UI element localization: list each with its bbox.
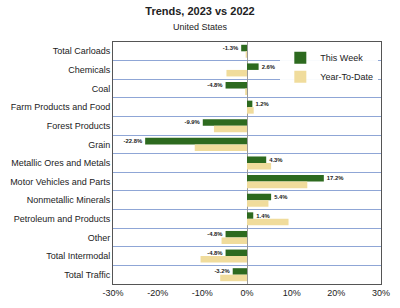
svg-text:Coal: Coal	[92, 84, 111, 94]
svg-text:-30%: -30%	[102, 288, 123, 298]
svg-text:Total Intermodal: Total Intermodal	[46, 251, 110, 261]
svg-text:0%: 0%	[240, 288, 253, 298]
svg-text:-1.3%: -1.3%	[223, 45, 239, 51]
svg-text:This Week: This Week	[320, 53, 363, 63]
svg-text:Other: Other	[88, 233, 111, 243]
svg-text:4.3%: 4.3%	[269, 157, 283, 163]
svg-text:17.2%: 17.2%	[327, 175, 344, 181]
svg-text:1.4%: 1.4%	[256, 213, 270, 219]
svg-text:-20%: -20%	[147, 288, 168, 298]
svg-text:-10%: -10%	[192, 288, 213, 298]
svg-text:-4.8%: -4.8%	[207, 231, 223, 237]
svg-text:1.2%: 1.2%	[255, 101, 269, 107]
svg-text:5.4%: 5.4%	[274, 194, 288, 200]
svg-text:-4.8%: -4.8%	[207, 250, 223, 256]
svg-text:Trends, 2023 vs 2022United Sta: Trends, 2023 vs 2022United States	[145, 5, 254, 31]
svg-text:Nonmetallic Minerals: Nonmetallic Minerals	[27, 195, 111, 205]
svg-text:20%: 20%	[327, 288, 345, 298]
svg-text:Total Carloads: Total Carloads	[53, 46, 111, 56]
svg-text:2.6%: 2.6%	[262, 64, 276, 70]
svg-text:Farm Products and Food: Farm Products and Food	[11, 102, 111, 112]
svg-text:30%: 30%	[372, 288, 390, 298]
svg-text:Chemicals: Chemicals	[68, 65, 111, 75]
svg-text:-9.9%: -9.9%	[184, 119, 200, 125]
svg-text:Forest Products: Forest Products	[47, 121, 111, 131]
svg-text:-22.8%: -22.8%	[124, 138, 143, 144]
svg-text:-3.2%: -3.2%	[214, 268, 230, 274]
svg-text:Year-To-Date: Year-To-Date	[320, 72, 373, 82]
svg-text:Petroleum and Products: Petroleum and Products	[14, 214, 111, 224]
svg-text:-4.8%: -4.8%	[207, 82, 223, 88]
svg-text:Grain: Grain	[88, 140, 110, 150]
svg-text:Total Traffic: Total Traffic	[64, 270, 110, 280]
svg-text:Motor Vehicles and Parts: Motor Vehicles and Parts	[10, 177, 111, 187]
svg-text:Metallic Ores and Metals: Metallic Ores and Metals	[11, 158, 111, 168]
svg-text:10%: 10%	[283, 288, 301, 298]
